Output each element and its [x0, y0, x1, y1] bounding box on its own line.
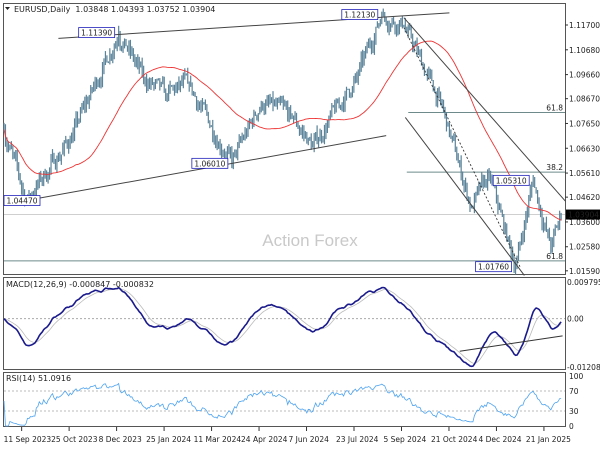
rsi-tick-label: 30: [569, 407, 579, 416]
rsi-label: RSI(14) 51.0916: [6, 374, 71, 383]
main-panel: [3, 3, 566, 275]
x-tick-label: 24 Apr 2024: [241, 435, 288, 444]
price-label: 1.06010: [194, 159, 225, 168]
x-tick-label: 21 Jan 2025: [526, 435, 571, 444]
fib-level-label: 38.2: [546, 163, 563, 172]
x-tick-label: 11 Sep 2023: [4, 435, 52, 444]
y-tick-label: 1.03600: [569, 218, 600, 227]
current-price-tag: [566, 209, 600, 220]
price-label-box: [78, 27, 116, 38]
x-tick-label: 25 Jan 2024: [146, 435, 191, 444]
rsi-tick-label: 100: [569, 372, 584, 381]
price-label-box: [475, 261, 512, 273]
y-tick-label: 1.04620: [569, 193, 600, 202]
macd-trendline: [459, 335, 563, 352]
macd-tick-label: 0.009795: [567, 278, 600, 287]
y-tick-label: 1.07650: [569, 119, 600, 128]
x-tick-label: 23 Jul 2024: [336, 435, 379, 444]
rsi-tick-label: 0: [569, 422, 574, 431]
price-label-box: [492, 174, 530, 186]
y-tick-label: 1.05610: [569, 169, 600, 178]
x-tick-label: 21 Oct 2024: [431, 435, 478, 444]
macd-signal-line: [3, 288, 562, 364]
price-label-box: [341, 9, 379, 20]
y-tick-label: 1.06630: [569, 144, 600, 153]
rsi-line: [3, 382, 562, 427]
fib-level-label: 61.8: [546, 104, 563, 113]
rsi-tick-label: 70: [569, 387, 579, 396]
y-tick-label: 1.01590: [569, 267, 600, 276]
current-price-label: 1.03904: [568, 211, 599, 220]
macd-tick-label: 0.00: [567, 315, 584, 324]
y-tick-label: 1.02580: [569, 243, 600, 252]
price-label-box: [191, 157, 229, 169]
price-label: 1.11390: [81, 29, 112, 38]
header-dropdown-icon[interactable]: [5, 7, 10, 10]
price-label: 1.04470: [6, 197, 37, 206]
y-tick-label: 1.08670: [569, 95, 600, 104]
upper-trendline: [58, 12, 450, 39]
x-tick-label: 7 Jun 2024: [289, 435, 330, 444]
channel-lower: [404, 117, 525, 276]
channel-upper: [403, 17, 566, 202]
y-tick-label: 1.10680: [569, 46, 600, 55]
moving-average-line: [3, 40, 562, 221]
price-label: 1.01760: [478, 263, 509, 272]
macd-label: MACD(12,26,9) -0.000847 -0.000832: [6, 280, 154, 289]
x-tick-label: 8 Dec 2023: [99, 435, 142, 444]
rsi-panel: [3, 372, 566, 427]
x-tick-label: 25 Oct 2023: [51, 435, 98, 444]
x-tick-label: 4 Dec 2024: [478, 435, 521, 444]
x-tick-label: 11 Mar 2024: [194, 435, 242, 444]
y-tick-label: 1.09660: [569, 71, 600, 80]
dashed-trendline: [403, 27, 521, 267]
fib-level-label: 61.8: [546, 252, 563, 261]
macd-line: [3, 286, 562, 368]
chart-header: EURUSD,Daily 1.03848 1.04393 1.03752 1.0…: [14, 5, 215, 14]
price-label: 1.12130: [344, 11, 375, 20]
price-label-box: [3, 195, 41, 206]
y-tick-label: 1.11700: [569, 21, 600, 30]
watermark: Action Forex: [262, 231, 358, 250]
x-tick-label: 5 Sep 2024: [383, 435, 426, 444]
price-label: 1.05310: [496, 176, 527, 185]
macd-panel: [3, 277, 566, 370]
